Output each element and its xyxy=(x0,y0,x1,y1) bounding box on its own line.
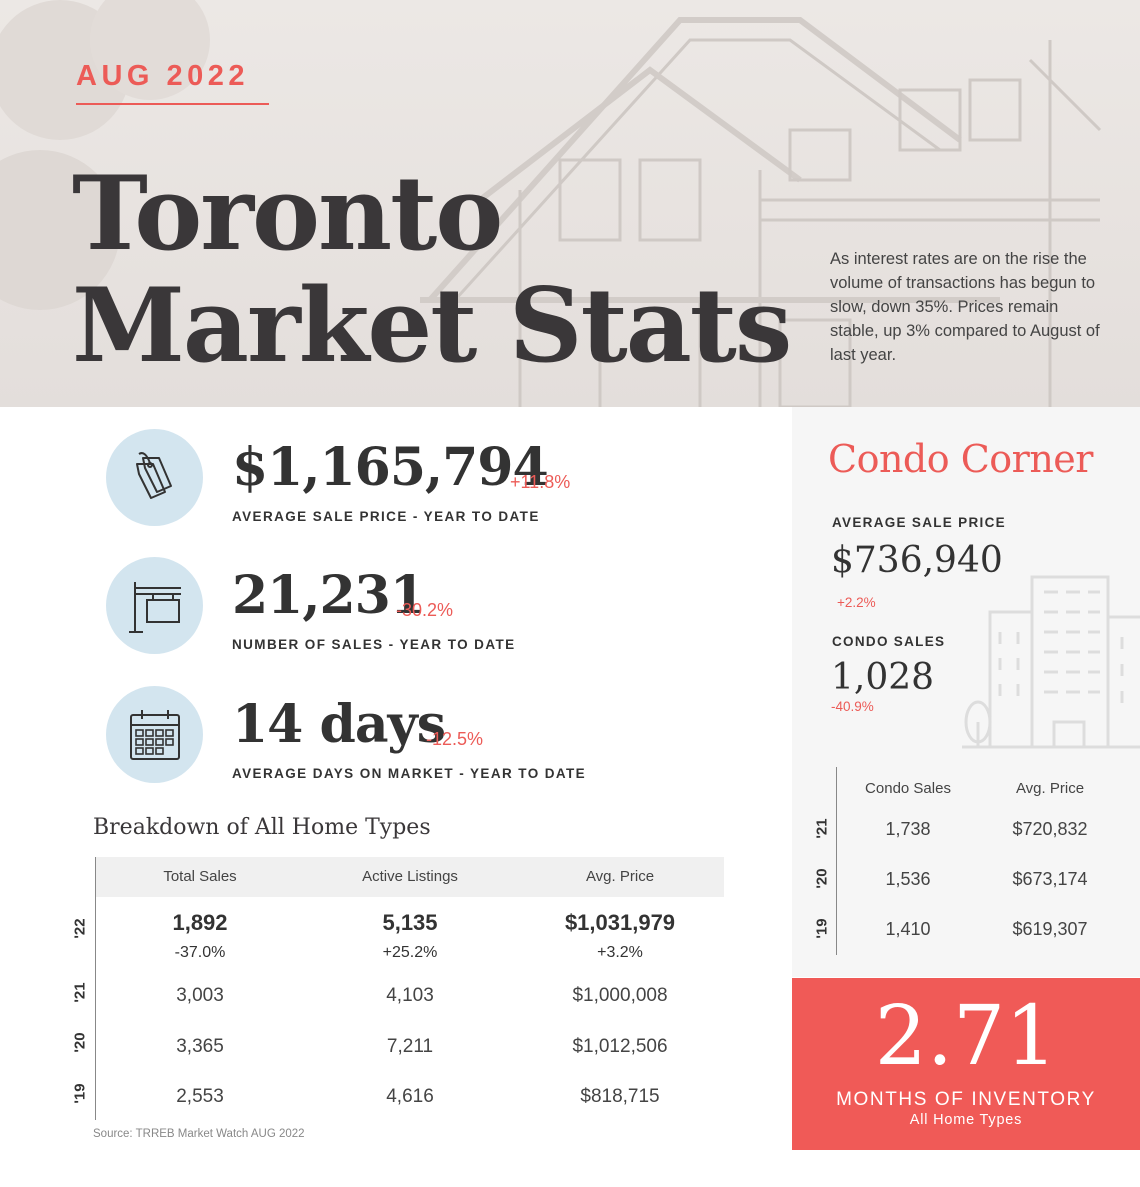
active-listings-value: 4,616 xyxy=(386,1086,434,1107)
stat-value: $1,165,794 xyxy=(232,437,549,498)
calendar-icon xyxy=(106,686,203,783)
column-header: Active Listings xyxy=(362,868,458,885)
months-of-inventory-label: MONTHS OF INVENTORY xyxy=(836,1089,1096,1110)
avg-price-value: $1,000,008 xyxy=(572,985,668,1006)
stat-value: 21,231 xyxy=(232,565,426,626)
stat-change: +11.8% xyxy=(510,472,571,492)
total-sales-value: 3,003 xyxy=(176,985,224,1006)
stat-number-of-sales: 21,231 -30.2% NUMBER OF SALES - YEAR TO … xyxy=(106,557,706,667)
condo-avg-price-value: $736,940 xyxy=(831,540,1003,581)
stat-days-on-market: 14 days -12.5% AVERAGE DAYS ON MARKET - … xyxy=(106,686,706,796)
months-of-inventory-sublabel: All Home Types xyxy=(909,1112,1023,1128)
condo-avg-price-label: AVERAGE SALE PRICE xyxy=(832,515,1006,530)
avg-price-change: +3.2% xyxy=(597,944,643,961)
table-year-divider xyxy=(95,857,96,1120)
title-line-2: Market Stats xyxy=(72,266,792,386)
condo-sales-label: CONDO SALES xyxy=(832,634,946,649)
breakdown-title: Breakdown of All Home Types xyxy=(93,815,431,840)
condo-avg-price-change: +2.2% xyxy=(837,595,876,610)
total-sales-change: -37.0% xyxy=(174,944,226,961)
price-tag-icon xyxy=(106,429,203,526)
stat-average-sale-price: $1,165,794 +11.8% AVERAGE SALE PRICE - Y… xyxy=(106,429,706,539)
row-year: '21 xyxy=(71,982,89,1003)
row-year: '20 xyxy=(71,1032,89,1053)
market-summary: As interest rates are on the rise the vo… xyxy=(830,250,1100,364)
column-header: Condo Sales xyxy=(865,780,951,797)
house-background-image xyxy=(0,0,1102,407)
stat-label: AVERAGE SALE PRICE - YEAR TO DATE xyxy=(232,509,540,524)
row-year: '19 xyxy=(813,918,831,939)
total-sales-value: 2,553 xyxy=(176,1086,224,1107)
sale-sign-icon xyxy=(106,557,203,654)
total-sales-value: 1,892 xyxy=(172,910,228,935)
stat-change: -30.2% xyxy=(396,600,454,620)
title-line-1: Toronto xyxy=(72,154,503,274)
condo-price-cell: $720,832 xyxy=(1012,819,1088,839)
condo-sales-cell: 1,536 xyxy=(885,869,931,889)
page-title: Toronto Market Stats xyxy=(72,154,792,386)
row-year: '21 xyxy=(813,818,831,839)
condo-sales-cell: 1,738 xyxy=(885,819,931,839)
stat-value: 14 days xyxy=(232,694,446,755)
condo-price-cell: $673,174 xyxy=(1012,869,1088,889)
avg-price-value: $1,031,979 xyxy=(564,910,676,935)
months-of-inventory-panel: 2.71 MONTHS OF INVENTORY All Home Types xyxy=(792,978,1140,1150)
condo-building-icon xyxy=(962,575,1140,749)
row-year: '20 xyxy=(813,868,831,889)
source-note: Source: TRREB Market Watch AUG 2022 xyxy=(93,1128,305,1140)
active-listings-change: +25.2% xyxy=(382,944,438,961)
active-listings-value: 7,211 xyxy=(386,1036,434,1057)
column-header: Total Sales xyxy=(163,868,237,885)
row-year: '19 xyxy=(71,1083,89,1104)
stat-label: AVERAGE DAYS ON MARKET - YEAR TO DATE xyxy=(232,766,587,781)
month-underline xyxy=(76,103,269,105)
hero-header: AUG 2022 Toronto Market Stats As interes… xyxy=(0,0,1140,407)
avg-price-value: $818,715 xyxy=(580,1086,660,1107)
stat-label: NUMBER OF SALES - YEAR TO DATE xyxy=(232,637,516,652)
stat-change: -12.5% xyxy=(426,729,484,749)
condo-table-divider xyxy=(836,767,837,955)
total-sales-value: 3,365 xyxy=(176,1036,224,1057)
months-of-inventory-value: 2.71 xyxy=(874,989,1058,1084)
condo-sales-change: -40.9% xyxy=(831,699,874,714)
condo-sales-value: 1,028 xyxy=(831,657,935,698)
column-header: Avg. Price xyxy=(1015,780,1085,797)
condo-corner-title: Condo Corner xyxy=(828,437,1093,481)
active-listings-value: 5,135 xyxy=(382,910,438,935)
condo-corner-panel: Condo Corner AVERAGE SALE PRICE $736,940… xyxy=(792,407,1140,977)
avg-price-value: $1,012,506 xyxy=(572,1036,668,1057)
breakdown-table-header: Total Sales Active Listings Avg. Price xyxy=(96,857,724,897)
row-year: '22 xyxy=(71,918,89,939)
report-month: AUG 2022 xyxy=(76,60,250,92)
condo-sales-cell: 1,410 xyxy=(885,919,931,939)
active-listings-value: 4,103 xyxy=(386,985,434,1006)
condo-price-cell: $619,307 xyxy=(1012,919,1088,939)
column-header: Avg. Price xyxy=(585,868,655,885)
